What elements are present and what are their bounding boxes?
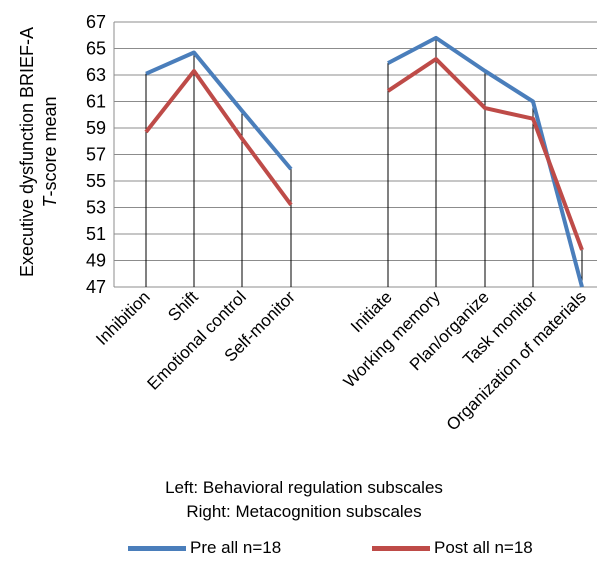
- legend-label-pre: Pre all n=18: [190, 538, 282, 557]
- y-tick-label: 51: [86, 224, 106, 244]
- legend-item-pre: Pre all n=18: [128, 537, 281, 559]
- y-tick-labels: 47 49 51 53 55 57 59 61 63 65 67: [86, 12, 106, 297]
- series-line-post: [144, 69, 293, 206]
- y-axis-label-rest: -score mean: [40, 96, 60, 196]
- y-tick-label: 53: [86, 198, 106, 218]
- y-tick-label: 57: [86, 145, 106, 165]
- legend-swatch-post: [372, 545, 430, 551]
- y-tick-label: 55: [86, 171, 106, 191]
- chart-canvas: 47 49 51 53 55 57 59 61 63 65 67 Inhibition ShiftEm…: [17, 12, 597, 434]
- y-tick-label: 59: [86, 118, 106, 138]
- footnote-metacognition: Right: Metacognition subscales: [186, 502, 422, 521]
- series-lines: [144, 35, 584, 288]
- y-tick-label: 63: [86, 65, 106, 85]
- y-axis-label-line2: T-score mean: [40, 96, 60, 207]
- y-tick-label: 67: [86, 12, 106, 32]
- y-tick-label: 65: [86, 39, 106, 59]
- y-axis-label-italic: T: [40, 195, 60, 208]
- legend-label-post: Post all n=18: [434, 538, 533, 557]
- legend-swatch-pre: [128, 545, 186, 551]
- legend-item-post: Post all n=18: [372, 537, 533, 559]
- y-tick-label: 49: [86, 251, 106, 271]
- y-tick-label: 61: [86, 92, 106, 112]
- y-axis-label-line1: Executive dysfunction BRIEF-A: [17, 27, 37, 277]
- y-tick-label: 47: [86, 277, 106, 297]
- series-line-post: [386, 57, 584, 251]
- footnote-behavioral: Left: Behavioral regulation subscales: [165, 478, 443, 497]
- x-tick-label: Shift: [164, 287, 202, 325]
- series-line-pre: [145, 50, 293, 171]
- gridlines: [113, 21, 597, 288]
